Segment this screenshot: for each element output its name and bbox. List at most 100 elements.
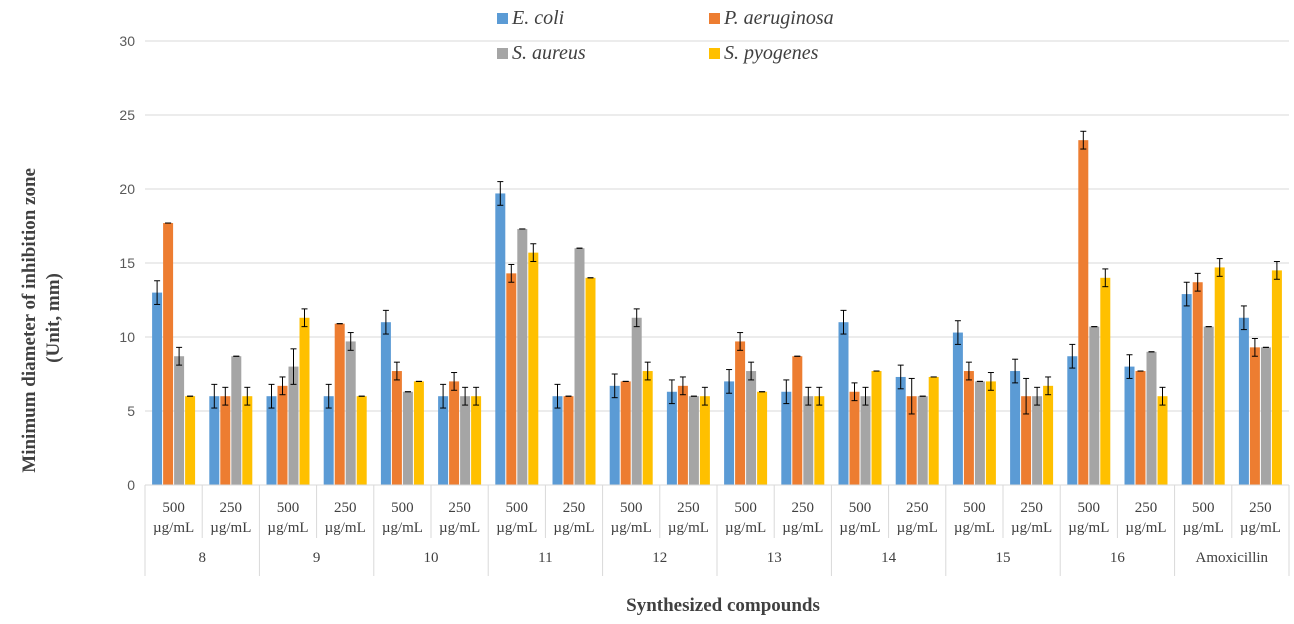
bar [185,396,196,485]
bar [724,381,735,485]
x-tick-label-concentration: 250 [677,500,700,516]
x-tick-label-unit: µg/mL [325,520,366,536]
bar [1146,351,1157,485]
x-tick-label-unit: µg/mL [668,520,709,536]
bar [413,381,424,485]
x-group-label: 12 [652,550,667,566]
bar [642,371,653,485]
bar [574,248,585,485]
x-tick-label-concentration: 500 [849,500,872,516]
bar [585,277,596,485]
x-tick-label-concentration: 500 [277,500,300,516]
bar [323,396,334,485]
x-group-label: Amoxicillin [1196,550,1269,566]
bar [1067,356,1078,485]
bar [277,385,288,485]
bar [746,371,757,485]
bar [517,228,528,485]
y-axis-title-line-2: (Unit, mm) [43,273,64,363]
bar [838,322,849,485]
bar [1089,326,1100,485]
legend-label: S. pyogenes [724,42,819,64]
bar [735,341,746,485]
legend-swatch [709,48,720,59]
bar [174,356,185,485]
x-tick-label-concentration: 250 [448,500,471,516]
x-tick-label-unit: µg/mL [611,520,652,536]
bar [1203,326,1214,485]
x-tick-label-unit: µg/mL [553,520,594,536]
x-tick-label-unit: µg/mL [1183,520,1224,536]
x-tick-label-concentration: 250 [220,500,243,516]
x-tick-label-concentration: 250 [906,500,929,516]
x-tick-label-unit: µg/mL [1068,520,1109,536]
bar [906,396,917,485]
bar [402,391,413,485]
bar [288,366,299,485]
bar [620,381,631,485]
y-tick-label: 15 [119,255,135,271]
legend-swatch [497,13,508,24]
x-tick-label-concentration: 500 [734,500,757,516]
y-tick-label: 10 [119,329,135,345]
x-tick-label-unit: µg/mL [782,520,823,536]
bar [792,356,803,485]
x-tick-label-unit: µg/mL [897,520,938,536]
bar [460,396,471,485]
bar [699,396,710,485]
bar [528,252,539,485]
bar [952,332,963,485]
y-tick-label: 30 [119,33,135,49]
x-tick-label-concentration: 500 [620,500,643,516]
x-tick-label-concentration: 500 [162,500,185,516]
x-group-label: 9 [313,550,321,566]
bar [688,396,699,485]
x-tick-label-concentration: 500 [506,500,529,516]
gridlines [145,40,1289,412]
x-tick-label-unit: µg/mL [267,520,308,536]
bar [471,396,482,485]
legend-label: P. aeruginosa [723,7,834,29]
x-tick-label-unit: µg/mL [1011,520,1052,536]
x-tick-label-concentration: 250 [1249,500,1272,516]
bar [974,381,985,485]
y-tick-label: 0 [127,477,135,493]
bar-series [152,130,1282,486]
bar [860,396,871,485]
x-group-label: 13 [767,550,782,566]
bar [871,371,882,485]
x-tick-label-unit: µg/mL [839,520,880,536]
x-tick-label-unit: µg/mL [954,520,995,536]
bar [266,396,277,485]
legend-label: E. coli [511,7,564,29]
x-tick-label-concentration: 500 [391,500,414,516]
bar [220,396,231,485]
bar [563,396,574,485]
x-tick-label-unit: µg/mL [210,520,251,536]
x-tick-label-concentration: 500 [1078,500,1101,516]
bar [1010,371,1021,485]
bar [231,356,242,485]
bar [757,391,768,485]
bar [1135,371,1146,485]
bar [677,385,688,485]
bar [1124,366,1135,485]
x-tick-label-unit: µg/mL [725,520,766,536]
bar [1043,385,1054,485]
bar [1214,267,1225,485]
bar [356,396,367,485]
bar [1271,270,1282,485]
legend-swatch [497,48,508,59]
bar [1021,396,1032,485]
x-tick-label-unit: µg/mL [1240,520,1281,536]
bar [895,376,906,485]
bar [609,385,620,485]
bar [299,317,310,485]
x-tick-label-unit: µg/mL [496,520,537,536]
bar [242,396,253,485]
x-tick-label-concentration: 250 [1135,500,1158,516]
axes: 051015202530500µg/mL250µg/mL8500µg/mL250… [119,33,1290,576]
bar [814,396,825,485]
bar [985,381,996,485]
bar [1032,396,1043,485]
